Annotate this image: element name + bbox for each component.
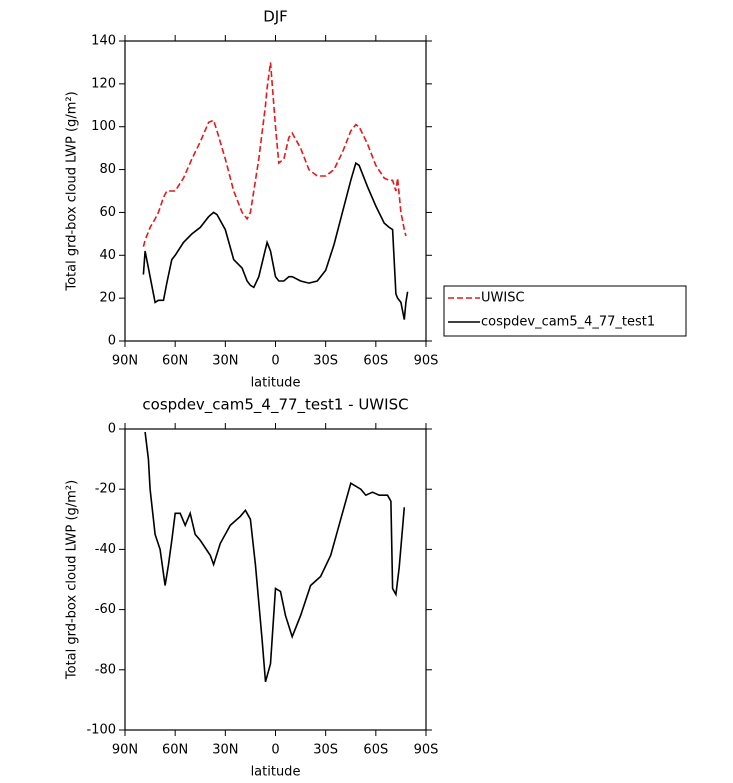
- x-tick-label: 90S: [414, 354, 439, 369]
- data-line: [142, 161, 409, 320]
- x-tick-label: 0: [271, 354, 279, 369]
- y-tick-label: -100: [86, 723, 116, 738]
- plot-frame: [124, 40, 427, 342]
- y-tick-label: 80: [99, 162, 116, 177]
- data-line: [144, 431, 406, 683]
- x-tick-label: 60N: [162, 354, 188, 369]
- x-tick-label: 30S: [313, 743, 338, 758]
- data-line: [142, 62, 407, 247]
- x-tick-label: 60S: [363, 743, 388, 758]
- y-tick-label: 0: [108, 334, 116, 349]
- y-tick-label: 140: [91, 34, 116, 49]
- x-tick-label: 60S: [363, 354, 388, 369]
- y-tick-label: -80: [95, 662, 116, 677]
- x-tick-label: 90S: [414, 743, 439, 758]
- y-tick-label: 20: [99, 291, 116, 306]
- y-axis-label: Total grd-box cloud LWP (g/m²): [65, 480, 80, 680]
- x-tick-label: 30N: [212, 743, 238, 758]
- legend-box: [443, 285, 687, 337]
- y-tick-label: 100: [91, 119, 116, 134]
- x-tick-label: 30S: [313, 354, 338, 369]
- y-tick-label: 40: [99, 248, 116, 263]
- legend-label: UWISC: [481, 291, 525, 306]
- x-axis-label: latitude: [251, 765, 301, 780]
- x-tick-label: 60N: [162, 743, 188, 758]
- x-tick-label: 30N: [212, 354, 238, 369]
- y-tick-label: 60: [99, 205, 116, 220]
- x-tick-label: 90N: [112, 354, 138, 369]
- plot-frame: [124, 428, 427, 731]
- x-tick-label: 0: [271, 743, 279, 758]
- y-tick-label: -20: [95, 482, 116, 497]
- y-tick-label: -60: [95, 602, 116, 617]
- chart-title: cospdev_cam5_4_77_test1 - UWISC: [142, 396, 408, 415]
- chart-title: DJF: [263, 8, 288, 26]
- y-axis-label: Total grd-box cloud LWP (g/m²): [65, 91, 80, 291]
- y-tick-label: -40: [95, 542, 116, 557]
- x-tick-label: 90N: [112, 743, 138, 758]
- y-tick-label: 120: [91, 76, 116, 91]
- x-axis-label: latitude: [251, 376, 301, 391]
- y-tick-label: 0: [108, 422, 116, 437]
- legend-label: cospdev_cam5_4_77_test1: [481, 315, 655, 330]
